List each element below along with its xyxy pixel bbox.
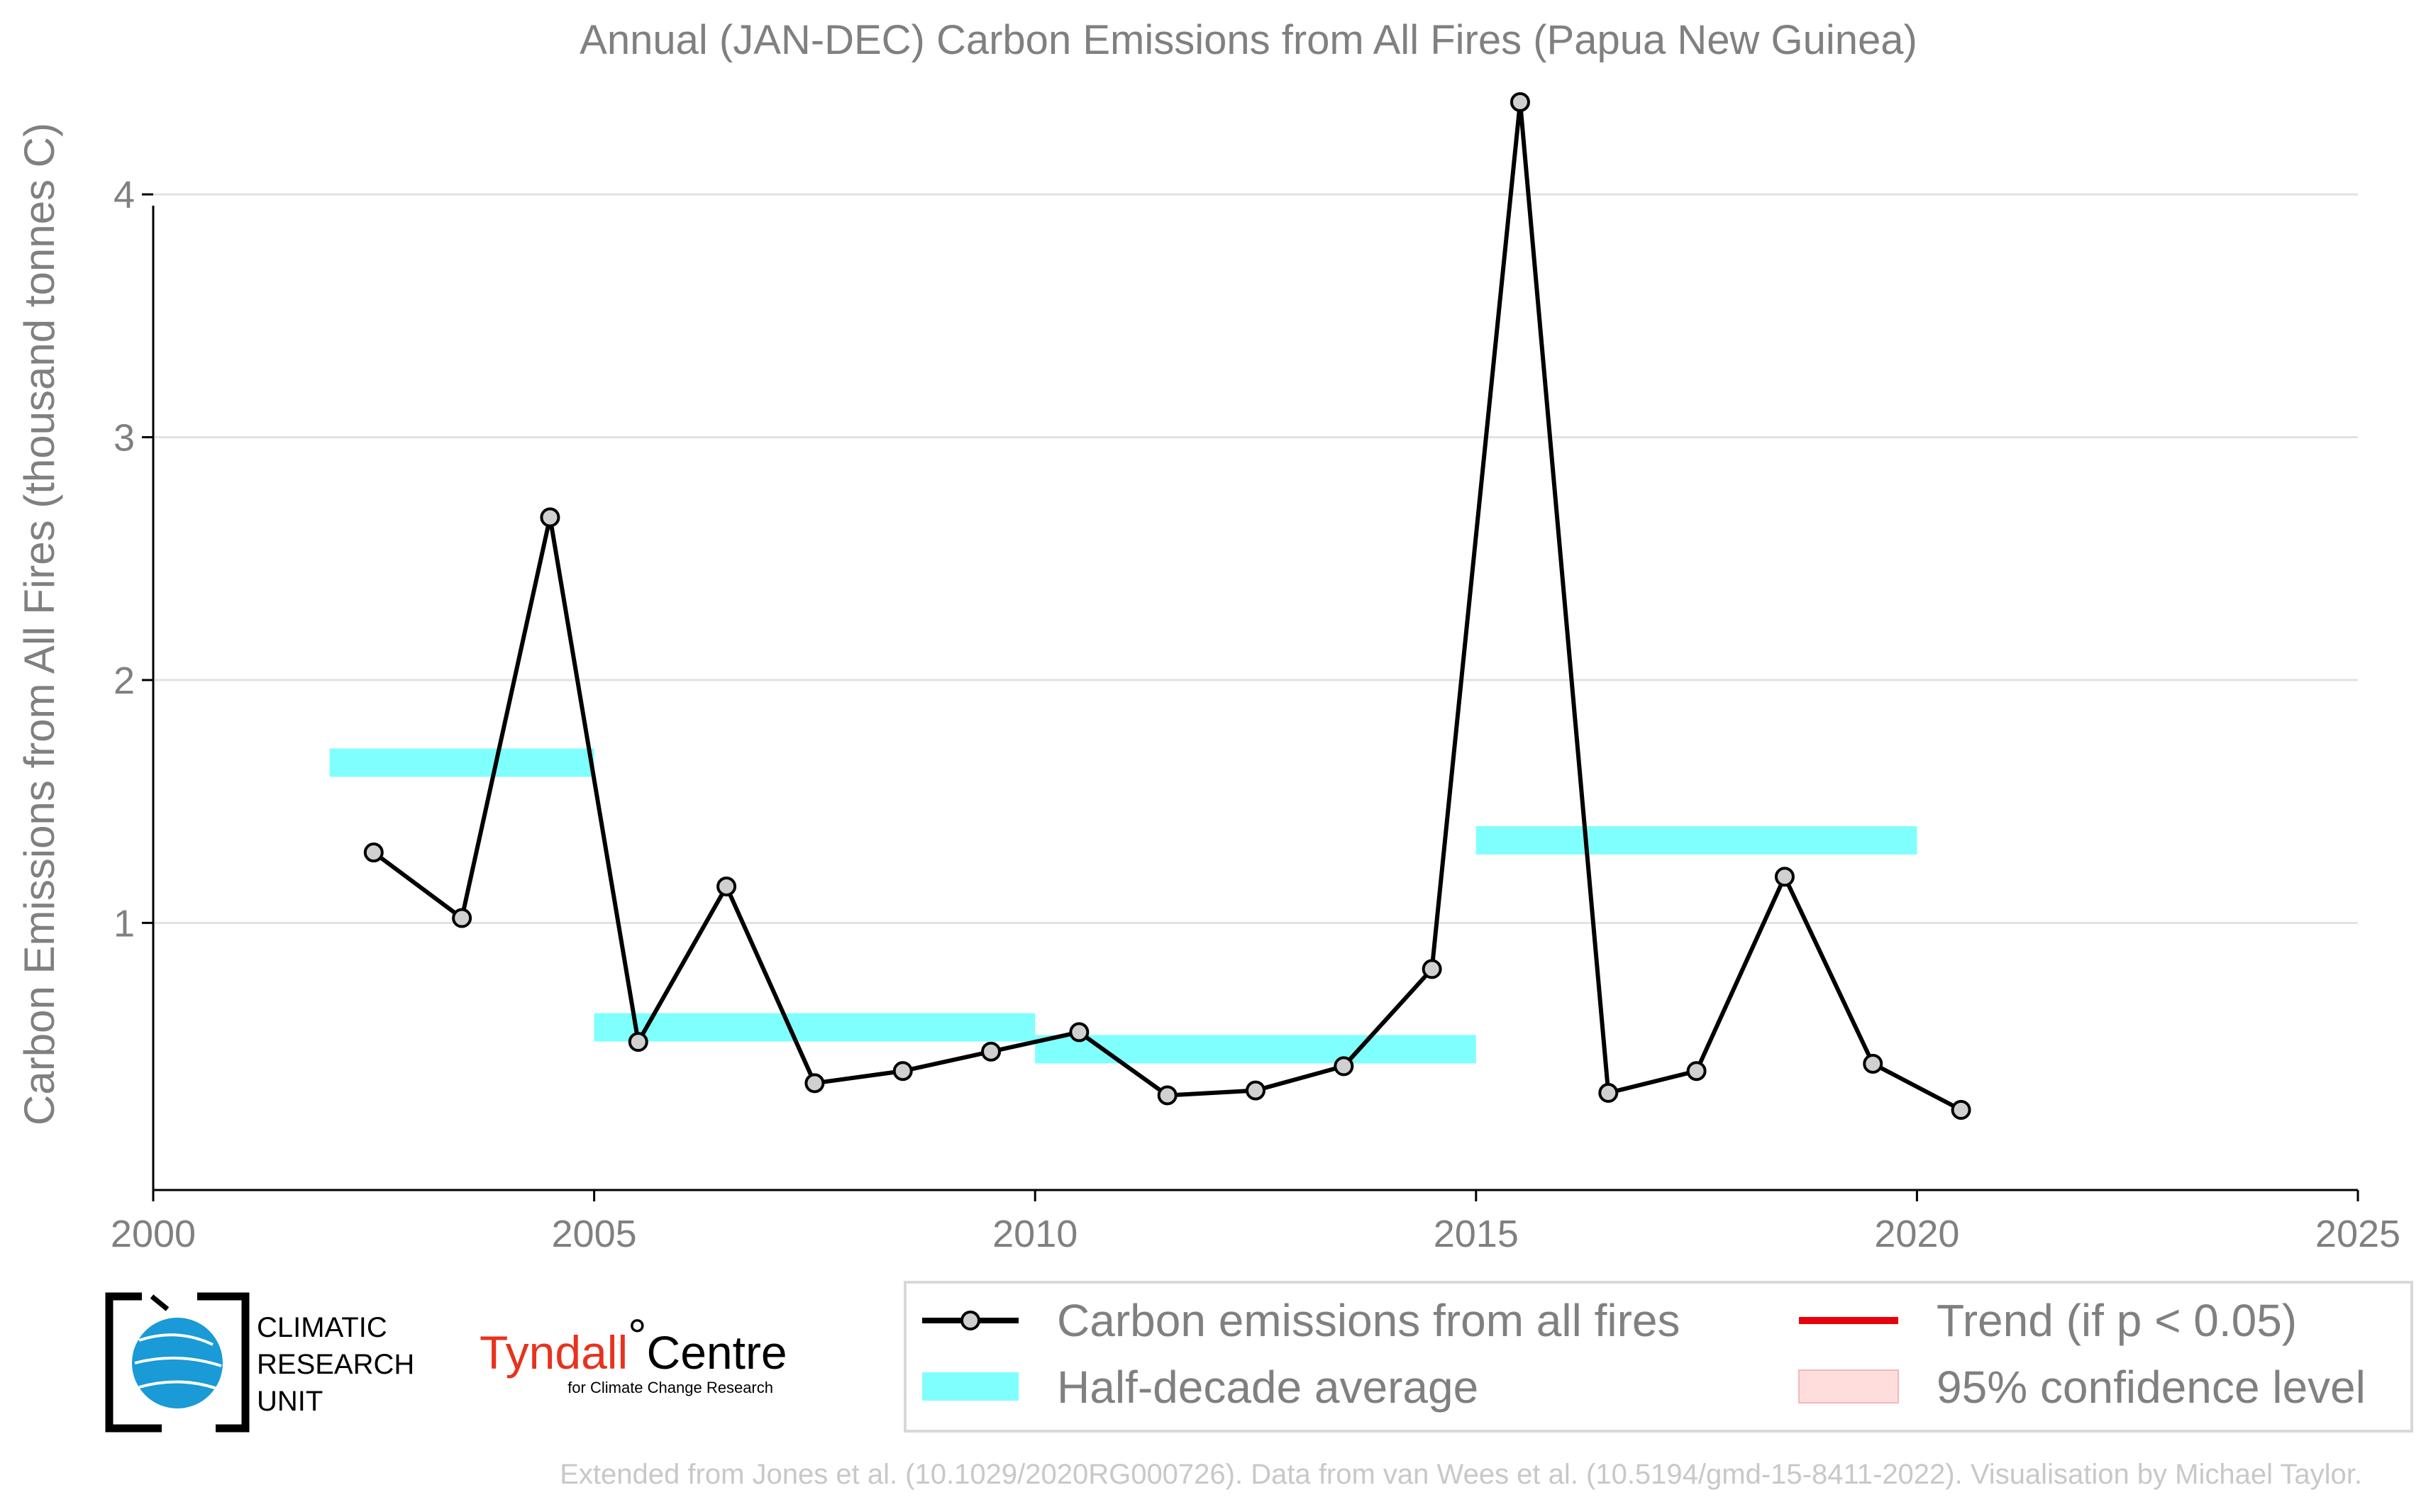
data-point	[363, 843, 384, 863]
half-decade-band	[1035, 1035, 1476, 1064]
cru-logo-line-3: UNIT	[257, 1386, 323, 1417]
x-tick-label: 2020	[1874, 1213, 1959, 1255]
data-point	[1157, 1085, 1178, 1106]
series-markers	[363, 91, 1971, 1121]
data-point	[1686, 1061, 1707, 1082]
gridlines	[153, 193, 2358, 924]
x-tick-label: 2025	[2315, 1213, 2400, 1255]
tyndall-logo: Tyndall°Centre for Climate Change Resear…	[480, 1309, 787, 1396]
x-tick-label: 2005	[552, 1213, 637, 1255]
half-decade-bands	[329, 748, 1917, 1064]
cru-logo-line-1: CLIMATIC	[257, 1312, 387, 1343]
legend-item-trend: Trend (if p < 0.05)	[1799, 1295, 2297, 1346]
emissions-line	[372, 100, 1962, 1112]
series-line	[372, 100, 1962, 1112]
tick-labels: 1 2 3 4 2000 2005 2010 2015 2020 2025	[111, 174, 2400, 1255]
legend-label-emissions: Carbon emissions from all fires	[1057, 1295, 1680, 1346]
axes	[142, 193, 2359, 1201]
legend-item-half-decade: Half-decade average	[922, 1362, 1478, 1413]
data-point	[1598, 1083, 1619, 1104]
footer-credits: Extended from Jones et al. (10.1029/2020…	[560, 1459, 2362, 1490]
y-tick-label: 1	[113, 902, 135, 945]
y-tick-label: 3	[113, 417, 135, 460]
y-tick-label: 2	[113, 660, 135, 702]
tyndall-wordmark: Tyndall°Centre	[480, 1309, 787, 1379]
half-decade-band	[594, 1013, 1036, 1042]
tyndall-subtitle: for Climate Change Research	[567, 1379, 773, 1396]
legend-item-emissions: Carbon emissions from all fires	[922, 1295, 1680, 1346]
data-point	[1069, 1022, 1090, 1043]
legend-box	[904, 1281, 2413, 1433]
half-decade-band	[329, 748, 594, 777]
data-point	[981, 1041, 1002, 1062]
data-point	[1246, 1080, 1265, 1101]
y-tick-label: 4	[113, 174, 135, 216]
data-point	[716, 876, 737, 896]
x-tick-label: 2015	[1434, 1213, 1519, 1255]
legend-item-confidence: 95% confidence level	[1798, 1362, 2366, 1413]
data-point	[1951, 1100, 1971, 1121]
cru-logo: CLIMATIC RESEARCH UNIT	[105, 1292, 414, 1433]
x-tick-label: 2000	[111, 1213, 196, 1255]
chart-title: Annual (JAN-DEC) Carbon Emissions from A…	[580, 17, 1917, 63]
data-point	[1510, 91, 1530, 112]
data-point	[452, 908, 472, 928]
data-point	[1422, 959, 1442, 979]
legend-label-trend: Trend (if p < 0.05)	[1937, 1295, 2297, 1346]
data-point	[540, 507, 560, 528]
legend-label-half-decade: Half-decade average	[1057, 1362, 1478, 1413]
data-point	[804, 1073, 825, 1094]
x-tick-label: 2010	[992, 1213, 1078, 1255]
legend-label-confidence: 95% confidence level	[1937, 1362, 2366, 1413]
cru-logo-line-2: RESEARCH	[257, 1349, 414, 1380]
half-decade-band	[1475, 826, 1917, 855]
legend: Carbon emissions from all fires Trend (i…	[904, 1281, 2413, 1433]
data-point	[892, 1061, 913, 1082]
data-point	[1334, 1056, 1354, 1077]
data-point	[1774, 867, 1795, 887]
y-axis-label: Carbon Emissions from All Fires (thousan…	[16, 123, 63, 1125]
data-point	[628, 1032, 648, 1052]
data-point	[1863, 1053, 1883, 1074]
